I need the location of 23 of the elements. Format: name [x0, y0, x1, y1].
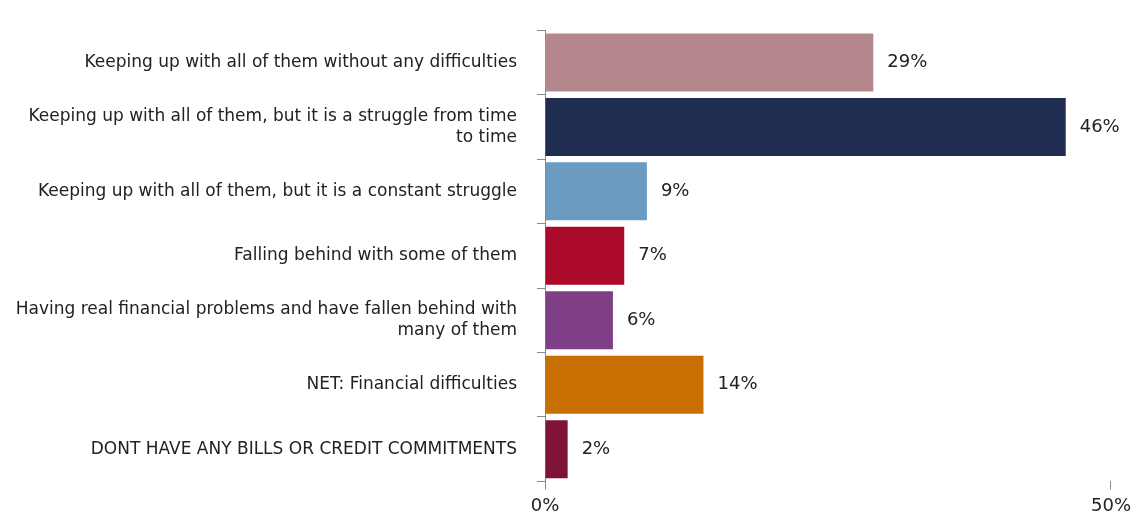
data-label: 7% — [638, 243, 667, 265]
data-label: 14% — [717, 372, 758, 394]
bar — [545, 162, 647, 221]
x-tick-label: 0% — [530, 493, 560, 515]
bar — [545, 355, 704, 414]
bar — [545, 291, 613, 350]
x-tick-label: 50% — [1090, 493, 1131, 515]
data-label: 6% — [626, 307, 656, 329]
y-tick-label: Keeping up with all of them, but it is a struggle from time to time — [28, 105, 517, 146]
bar — [545, 420, 568, 479]
y-tick-label: DONT HAVE ANY BILLS OR CREDIT COMMITMENTS — [90, 437, 517, 458]
data-label: 2% — [581, 436, 611, 458]
y-tick-label: NET: Financial difficulties — [306, 373, 518, 394]
data-label: 29% — [887, 50, 928, 72]
bar — [545, 97, 1066, 156]
data-label: 9% — [660, 179, 690, 201]
data-label: 46% — [1079, 114, 1120, 136]
y-tick-label: Falling behind with some of them — [234, 244, 517, 265]
y-tick-label: Having real financial problems and have fallen behind with many of them — [15, 298, 517, 339]
y-tick-label: Keeping up with all of them without any difficulties — [84, 50, 518, 71]
bar — [545, 33, 874, 92]
y-tick-label: Keeping up with all of them, but it is a constant struggle — [37, 179, 517, 200]
bar — [545, 226, 625, 285]
